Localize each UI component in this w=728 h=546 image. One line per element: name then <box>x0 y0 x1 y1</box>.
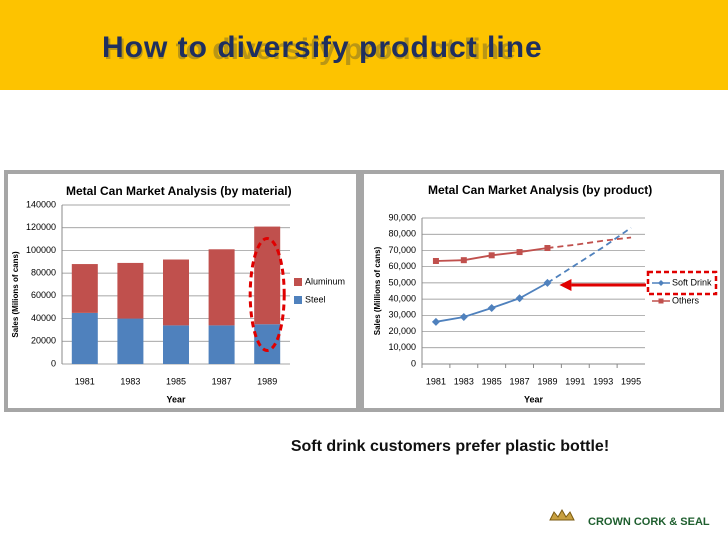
x-tick-label: 1991 <box>565 376 585 386</box>
title-shadow: How to diversify product line <box>104 33 516 66</box>
point <box>431 317 440 326</box>
point <box>516 249 523 256</box>
y-tick-label: 10,000 <box>388 342 416 352</box>
x-tick-label: 1985 <box>166 376 186 386</box>
logo-crown <box>549 508 575 521</box>
point <box>460 257 467 264</box>
legend-label: Others <box>672 295 700 305</box>
y-axis-label: Sales (Milions of cans) <box>11 251 20 338</box>
header-band <box>0 0 728 90</box>
x-tick-label: 1993 <box>593 376 613 386</box>
y-tick-label: 60000 <box>31 290 56 300</box>
chart-panel <box>360 170 724 412</box>
x-tick-label: 1989 <box>257 376 277 386</box>
legend-swatch <box>294 296 302 304</box>
x-tick-label: 1985 <box>482 376 502 386</box>
y-tick-label: 80,000 <box>388 229 416 239</box>
x-axis-label: Year <box>166 394 186 404</box>
chart-panel <box>4 170 360 412</box>
bar-segment <box>71 264 98 313</box>
y-tick-label: 30,000 <box>388 310 416 320</box>
bar-segment <box>117 318 144 364</box>
y-tick-label: 20,000 <box>388 326 416 336</box>
projection-line <box>547 236 632 249</box>
chart-title: Metal Can Market Analysis (by material) <box>66 184 292 198</box>
x-tick-label: 1987 <box>212 376 232 386</box>
x-tick-label: 1987 <box>510 376 530 386</box>
highlight-ellipse <box>248 237 286 352</box>
y-tick-label: 140000 <box>26 199 56 209</box>
logo: CROWN CORK & SEAL <box>549 508 710 528</box>
y-tick-label: 120000 <box>26 222 56 232</box>
highlight-box <box>646 270 718 296</box>
x-tick-label: 1989 <box>537 376 557 386</box>
legend-marker <box>658 298 664 304</box>
x-tick-label: 1995 <box>621 376 641 386</box>
bar-segment <box>163 259 189 326</box>
legend-swatch <box>294 278 302 286</box>
chart-title: Metal Can Market Analysis (by product) <box>428 183 652 197</box>
y-tick-label: 0 <box>51 358 56 368</box>
projection-line <box>546 226 632 284</box>
bar-segment <box>208 325 235 364</box>
x-tick-label: 1983 <box>454 376 474 386</box>
y-tick-label: 70,000 <box>388 245 416 255</box>
y-tick-label: 0 <box>411 358 416 368</box>
point <box>487 304 496 313</box>
y-tick-label: 40000 <box>31 313 56 323</box>
slide-title: How to diversify product line <box>102 31 543 64</box>
x-tick-label: 1983 <box>120 376 140 386</box>
x-tick-label: 1981 <box>426 376 446 386</box>
y-axis-label: Sales (Millions of cans) <box>373 246 382 335</box>
bar-segment <box>163 325 189 364</box>
legend-marker <box>658 280 664 286</box>
point <box>432 257 439 264</box>
caption: Soft drink customers prefer plastic bott… <box>291 438 609 455</box>
logo-text: CROWN CORK & SEAL <box>588 516 710 528</box>
y-tick-label: 60,000 <box>388 261 416 271</box>
point <box>544 245 551 252</box>
y-tick-label: 90,000 <box>388 212 416 222</box>
bar-segment <box>71 312 98 364</box>
y-tick-label: 80000 <box>31 268 56 278</box>
y-tick-label: 50,000 <box>388 277 416 287</box>
legend-label: Soft Drink <box>672 277 712 287</box>
legend-label: Aluminum <box>305 276 345 286</box>
x-tick-label: 1981 <box>75 376 95 386</box>
bar-segment <box>117 262 144 319</box>
point <box>515 294 524 303</box>
point <box>459 312 468 321</box>
legend-label: Steel <box>305 294 326 304</box>
arrow-head <box>559 279 572 291</box>
bar-segment <box>208 249 235 326</box>
bar-segment <box>254 226 281 325</box>
x-axis-label: Year <box>524 394 544 404</box>
point <box>543 278 552 287</box>
y-tick-label: 100000 <box>26 245 56 255</box>
y-tick-label: 20000 <box>31 336 56 346</box>
y-tick-label: 40,000 <box>388 293 416 303</box>
point <box>488 252 495 259</box>
